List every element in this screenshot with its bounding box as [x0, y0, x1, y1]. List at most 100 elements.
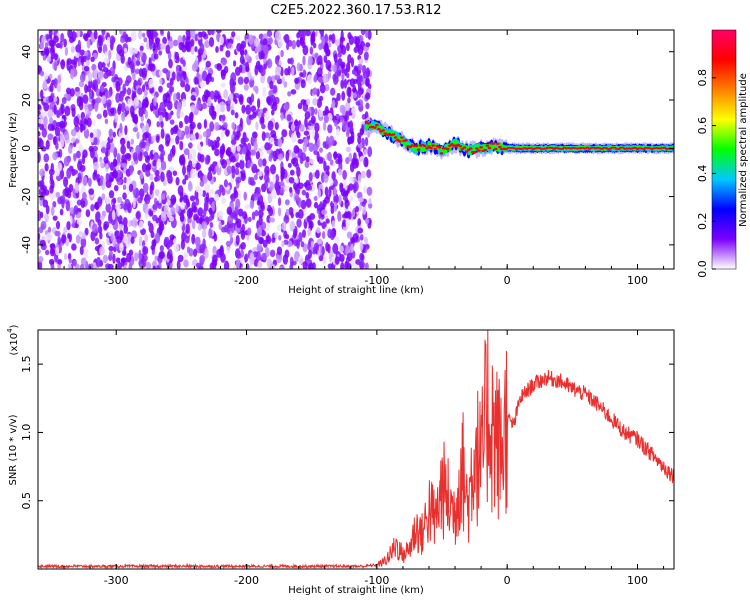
noise-cell: [49, 173, 53, 182]
noise-cell: [59, 40, 63, 49]
noise-cell: [48, 117, 54, 124]
noise-cell: [38, 152, 41, 163]
noise-cell: [165, 44, 171, 54]
noise-cell: [84, 227, 89, 236]
noise-cell: [141, 67, 147, 78]
noise-cell: [299, 124, 305, 132]
noise-cell: [322, 199, 327, 207]
noise-cell: [202, 131, 208, 138]
noise-cell: [288, 206, 294, 216]
noise-cell: [130, 31, 137, 42]
noise-cell: [287, 65, 291, 76]
noise-cell: [175, 135, 180, 145]
noise-cell: [169, 86, 175, 93]
noise-cell: [279, 265, 284, 269]
noise-cell: [134, 252, 139, 262]
noise-cell: [198, 188, 204, 197]
noise-cell: [340, 188, 347, 197]
noise-cell: [260, 51, 265, 60]
noise-cell: [52, 215, 58, 221]
noise-cell: [270, 129, 277, 138]
noise-cell: [88, 145, 94, 153]
noise-cell: [239, 117, 244, 128]
noise-cell: [141, 102, 145, 108]
noise-cell: [235, 162, 241, 168]
noise-cell: [179, 212, 185, 223]
noise-cell: [287, 162, 292, 168]
noise-cell: [314, 52, 319, 59]
noise-cell: [70, 128, 77, 137]
track-cell: [475, 147, 479, 150]
noise-cell: [72, 260, 77, 267]
noise-cell: [196, 100, 202, 111]
noise-cell: [243, 137, 249, 143]
noise-cell: [324, 41, 329, 53]
noise-cell: [117, 106, 122, 115]
noise-cell: [324, 33, 329, 44]
noise-cell: [216, 62, 222, 70]
noise-cell: [38, 131, 41, 137]
track-cell: [468, 147, 473, 150]
noise-cell: [263, 45, 269, 55]
noise-cell: [329, 178, 334, 186]
noise-cell: [291, 39, 297, 50]
snr-x-tick-label: -200: [234, 574, 259, 587]
noise-cell: [274, 121, 279, 131]
noise-cell: [297, 182, 304, 189]
noise-cell: [136, 210, 142, 221]
colorbar-tick-label: 0.4: [696, 165, 709, 183]
noise-cell: [335, 128, 340, 137]
noise-cell: [109, 161, 115, 172]
noise-cell: [318, 43, 323, 51]
noise-cell: [342, 120, 348, 131]
noise-cell: [349, 176, 354, 184]
noise-cell: [351, 107, 357, 115]
noise-cell: [313, 74, 318, 83]
noise-cell: [348, 35, 354, 46]
noise-cell: [205, 60, 211, 68]
noise-cell: [151, 239, 157, 247]
colorbar-frame: [711, 29, 737, 270]
noise-cell: [80, 124, 86, 131]
noise-cell: [244, 54, 250, 61]
snr-series-line: [38, 330, 674, 569]
noise-cell: [46, 232, 53, 241]
noise-cell: [302, 229, 306, 238]
track-cell: [477, 149, 481, 152]
noise-cell: [148, 78, 154, 89]
noise-cell: [174, 51, 180, 60]
noise-cell: [325, 135, 330, 145]
noise-cell: [113, 184, 119, 192]
noise-cell: [207, 171, 213, 182]
noise-cell: [290, 89, 297, 95]
track-cell: [423, 144, 427, 148]
noise-cell: [138, 30, 143, 40]
noise-cell: [74, 52, 80, 59]
noise-cell: [257, 209, 264, 218]
noise-cell: [97, 35, 102, 47]
noise-cell: [84, 84, 88, 94]
noise-cell: [44, 42, 49, 48]
noise-cell: [347, 97, 351, 104]
noise-cell: [201, 103, 208, 109]
noise-cell: [346, 72, 350, 79]
noise-cell: [223, 122, 228, 129]
noise-cell: [99, 160, 104, 168]
noise-cell: [202, 190, 207, 198]
noise-cell: [194, 46, 198, 53]
noise-cell: [348, 87, 352, 98]
colorbar-label: Normalized spectral amplitude: [738, 73, 749, 227]
noise-cell: [176, 101, 182, 112]
noise-cell: [127, 98, 132, 108]
noise-cell: [227, 42, 232, 49]
noise-cell: [122, 217, 128, 227]
noise-cell: [42, 79, 47, 90]
noise-cell: [152, 160, 157, 167]
noise-cell: [109, 141, 115, 153]
noise-cell: [160, 149, 166, 157]
noise-cell: [149, 210, 154, 217]
noise-cell: [112, 253, 116, 264]
noise-cell: [208, 227, 213, 239]
noise-cell: [158, 221, 164, 228]
noise-cell: [260, 145, 266, 151]
